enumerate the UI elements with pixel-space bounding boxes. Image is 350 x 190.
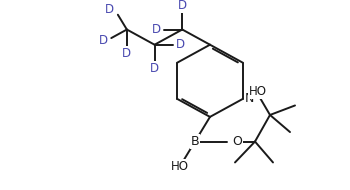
Text: D: D — [105, 3, 114, 17]
Text: D: D — [178, 0, 187, 12]
Text: HO: HO — [171, 160, 189, 173]
Text: HO: HO — [249, 85, 267, 98]
Text: D: D — [99, 34, 108, 48]
Text: D: D — [150, 62, 159, 75]
Text: B: B — [191, 135, 199, 148]
Text: D: D — [176, 38, 185, 51]
Text: D: D — [122, 47, 131, 60]
Text: O: O — [232, 135, 242, 148]
Text: N: N — [245, 92, 254, 105]
Text: D: D — [152, 23, 161, 36]
